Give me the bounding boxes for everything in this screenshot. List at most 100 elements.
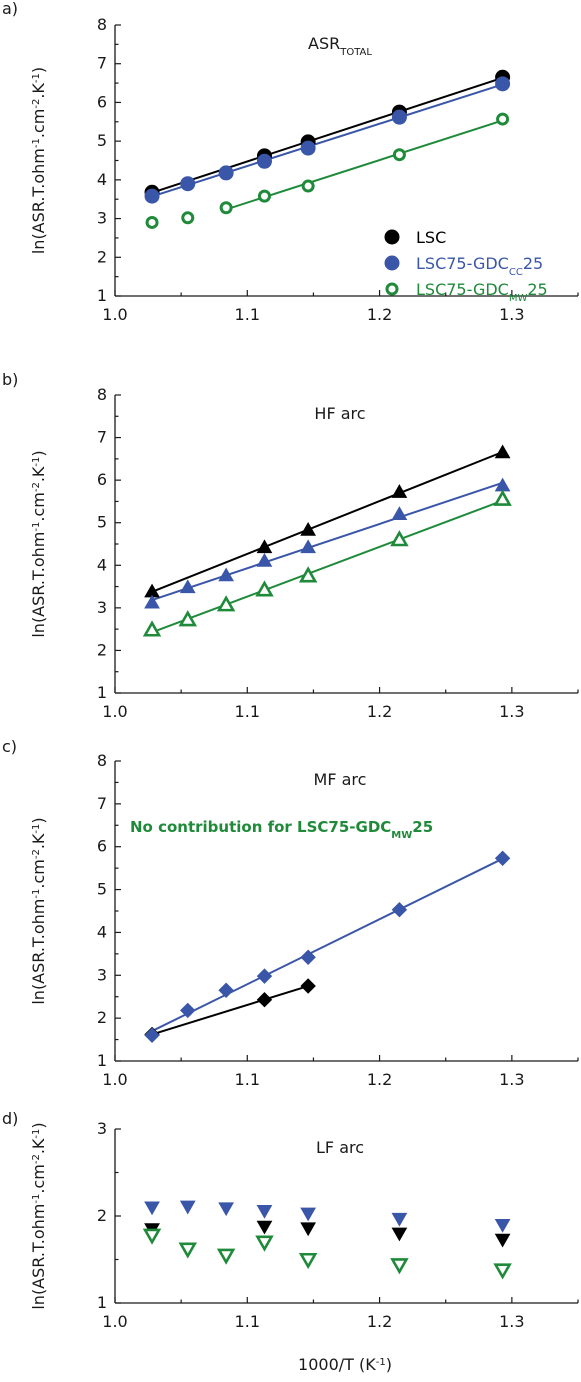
data-point: [218, 165, 234, 181]
series-lsc: [144, 444, 511, 598]
x-tick-label: 1.0: [102, 1312, 127, 1331]
y-tick-label: 3: [97, 598, 107, 617]
y-tick-label: 4: [97, 922, 107, 941]
data-point: [391, 1227, 408, 1242]
data-point: [178, 610, 197, 627]
data-point: [391, 109, 407, 125]
series-cc: [144, 76, 511, 204]
y-tick-label: 6: [97, 470, 107, 489]
data-point: [391, 484, 408, 498]
data-point: [144, 188, 160, 204]
data-point: [391, 1212, 408, 1227]
data-point: [181, 211, 195, 225]
data-point: [256, 1220, 273, 1235]
series-mw: [142, 489, 512, 637]
data-point: [180, 176, 196, 192]
data-point: [391, 506, 408, 520]
fit-line-mw: [151, 499, 503, 634]
data-point: [144, 1027, 160, 1043]
data-point: [178, 1242, 197, 1259]
x-tick-label: 1.0: [102, 1070, 127, 1089]
panel-label: a): [2, 0, 18, 18]
y-tick-label: 8: [97, 385, 107, 404]
series-lsc: [144, 1220, 511, 1248]
data-point: [256, 1205, 273, 1219]
data-point: [390, 1258, 409, 1275]
x-tick-label: 1.1: [235, 1070, 260, 1089]
y-tick-label: 7: [97, 54, 107, 73]
panel-title: MF arc: [314, 770, 367, 789]
data-point: [142, 620, 162, 637]
data-point: [391, 902, 408, 918]
x-tick-label: 1.0: [102, 305, 127, 324]
x-tick-label: 1.0: [102, 702, 127, 721]
data-point: [255, 580, 274, 597]
y-tick-label: 4: [97, 555, 107, 574]
x-tick-label: 1.3: [499, 305, 524, 324]
y-tick-label: 2: [97, 640, 107, 659]
panel-label: d): [2, 1109, 18, 1128]
fit-line-mw: [225, 119, 503, 211]
y-tick-label: 7: [97, 794, 107, 813]
y-tick-label: 3: [97, 1119, 107, 1138]
y-tick-label: 2: [97, 1206, 107, 1225]
panel-title: ASRTOTAL: [308, 34, 372, 58]
data-point: [256, 553, 273, 567]
y-tick-label: 1: [97, 683, 107, 702]
y-axis-title: ln(ASR.T.ohm-1.cm-2.K-1): [29, 1122, 48, 1309]
data-point: [255, 1235, 274, 1252]
fit-line-lsc: [151, 451, 503, 593]
data-point: [392, 148, 406, 162]
fit-line-lsc: [151, 985, 309, 1036]
data-point: [144, 594, 160, 609]
data-point: [179, 579, 196, 594]
series-cc: [144, 850, 511, 1043]
y-axis-title: ln(ASR.T.ohm-1.cm-2.K-1): [29, 67, 48, 254]
y-tick-label: 3: [97, 965, 107, 984]
data-point: [219, 201, 233, 215]
y-tick-label: 6: [97, 837, 107, 856]
data-point: [300, 140, 316, 156]
data-point: [256, 539, 273, 554]
data-point: [300, 1222, 316, 1237]
x-tick-label: 1.2: [367, 1070, 392, 1089]
x-tick-label: 1.3: [499, 702, 524, 721]
panel-label: b): [2, 370, 18, 389]
x-tick-label: 1.2: [367, 702, 392, 721]
data-point: [300, 949, 316, 965]
y-tick-label: 1: [97, 1293, 107, 1312]
series-cc: [144, 477, 511, 609]
series-mw: [142, 1228, 512, 1280]
x-tick-label: 1.1: [235, 702, 260, 721]
x-tick-label: 1.2: [367, 305, 392, 324]
y-tick-label: 2: [97, 247, 107, 266]
data-point: [298, 566, 318, 583]
y-tick-label: 8: [97, 15, 107, 34]
data-point: [300, 978, 316, 994]
y-tick-label: 7: [97, 428, 107, 447]
data-point: [493, 489, 512, 506]
panel-a: a) 1 2 3 4 5 6 7 8 1.0 1.1 1.2 1.3 ln(ASR.T.ohm-1.cm-…: [2, 0, 579, 324]
y-tick-label: 5: [97, 131, 107, 150]
y-tick-label: 5: [97, 880, 107, 899]
data-point: [493, 1263, 512, 1280]
data-point: [496, 112, 510, 126]
panel-label: c): [2, 737, 17, 756]
data-point: [218, 1202, 234, 1217]
panel-title: LF arc: [316, 1138, 364, 1157]
fit-line-cc: [151, 857, 504, 1032]
x-tick-label: 1.1: [235, 305, 260, 324]
legend-marker: [384, 255, 400, 271]
data-point: [494, 444, 511, 459]
legend-label: LSC75-GDCCC25: [416, 254, 543, 278]
y-tick-label: 5: [97, 513, 107, 532]
legend-label: LSC75-GDCMW25: [416, 280, 548, 304]
data-point: [257, 189, 271, 203]
y-axis-title: ln(ASR.T.ohm-1.cm-2.K-1): [29, 450, 48, 637]
data-point: [494, 1233, 511, 1248]
x-tick-label: 1.3: [499, 1070, 524, 1089]
data-point: [494, 1218, 511, 1233]
y-tick-label: 2: [97, 1008, 107, 1027]
data-point: [145, 215, 159, 229]
